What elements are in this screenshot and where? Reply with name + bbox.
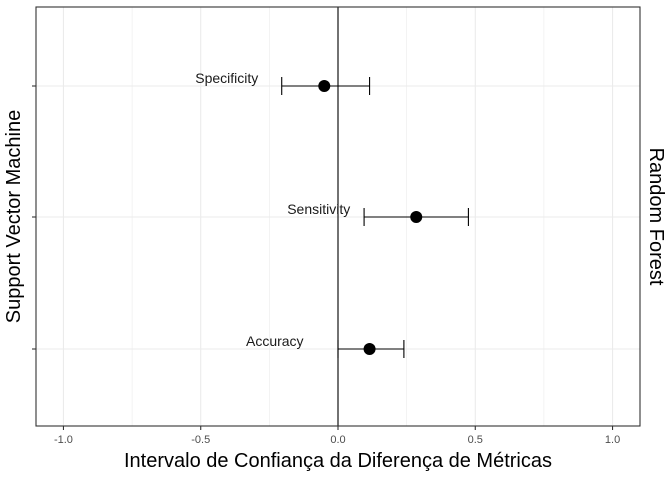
x-tick-label: 0.5 [468, 434, 483, 446]
x-axis-title: Intervalo de Confiança da Diferença de M… [124, 450, 552, 472]
x-axis-ticks: -1.0 -0.5 0.0 0.5 1.0 [54, 426, 620, 446]
estimate-point [318, 80, 331, 92]
data-points: Specificity Sensitivity Accuracy [195, 70, 469, 358]
right-strip-label: Random Forest [645, 148, 667, 286]
y-axis-title: Support Vector Machine [3, 110, 25, 323]
y-axis-ticks [32, 85, 36, 350]
x-tick-label: 1.0 [605, 434, 620, 446]
estimate-point [410, 211, 423, 223]
estimate-point [363, 343, 376, 355]
point-label: Accuracy [246, 333, 304, 349]
x-tick-label: -0.5 [191, 434, 210, 446]
point-group: Sensitivity [287, 201, 469, 226]
point-group: Specificity [195, 70, 371, 95]
point-group: Accuracy [246, 333, 405, 358]
x-tick-label: -1.0 [54, 434, 73, 446]
x-tick-label: 0.0 [330, 434, 345, 446]
point-label: Specificity [195, 70, 258, 86]
point-label: Sensitivity [287, 201, 350, 217]
